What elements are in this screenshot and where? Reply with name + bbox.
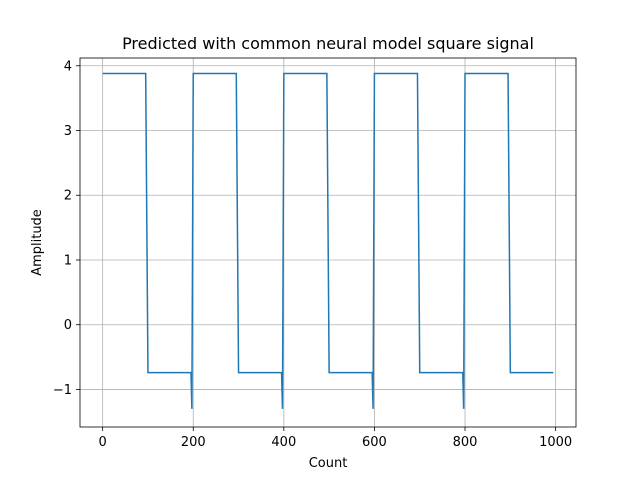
y-tick-label: 1: [64, 253, 72, 268]
x-tick-label: 1000: [539, 435, 572, 450]
y-tick-label: 3: [64, 124, 72, 139]
y-tick-label: 4: [64, 59, 72, 74]
series-line: [102, 72, 554, 409]
series-layer: [102, 72, 554, 409]
x-tick-label: 400: [271, 435, 296, 450]
x-tick-label: 600: [362, 435, 387, 450]
y-tick-label: 2: [64, 189, 72, 204]
y-tick-label: 0: [64, 318, 72, 333]
y-tick-label: −1: [53, 383, 72, 398]
chart-title: Predicted with common neural model squar…: [122, 34, 534, 53]
ticks: 0 200 400 600 800 1000 −1 0 1 2 3 4: [53, 59, 572, 450]
x-axis-label: Count: [309, 456, 348, 471]
x-tick-label: 0: [99, 435, 107, 450]
x-tick-label: 200: [181, 435, 206, 450]
y-axis-label: Amplitude: [30, 209, 45, 276]
plot-area-frame: [79, 57, 577, 428]
x-tick-label: 800: [453, 435, 478, 450]
